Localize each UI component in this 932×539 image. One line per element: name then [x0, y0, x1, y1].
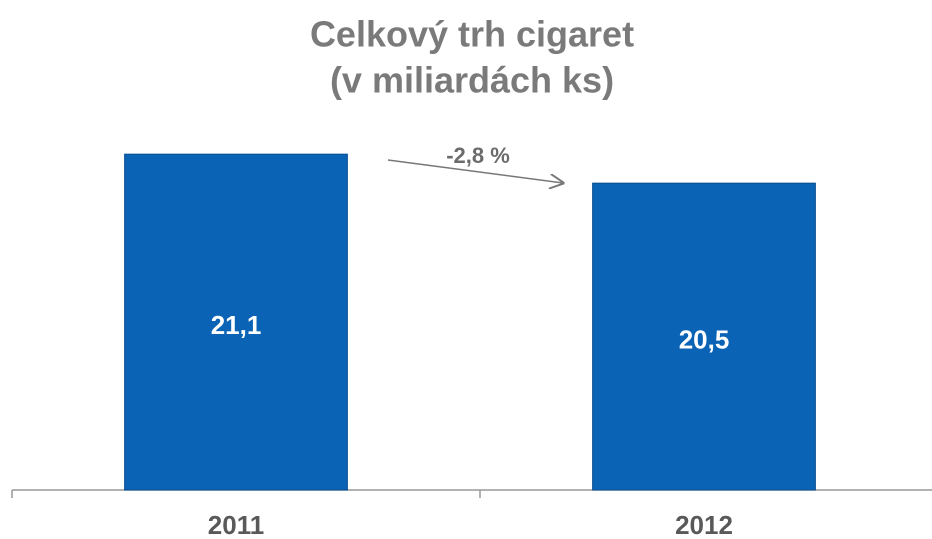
- change-arrow: [387, 159, 563, 183]
- chart-title: Celkový trh cigaret: [310, 14, 634, 55]
- value-label: 20,5: [679, 324, 730, 354]
- x-tick-label: 2011: [208, 510, 264, 539]
- value-label: 21,1: [211, 310, 262, 340]
- chart-subtitle: (v miliardách ks): [330, 60, 614, 101]
- bar: [592, 182, 816, 491]
- annotation: -2,8 %: [446, 143, 510, 168]
- bar: [124, 153, 348, 491]
- x-tick-label: 2012: [675, 510, 733, 539]
